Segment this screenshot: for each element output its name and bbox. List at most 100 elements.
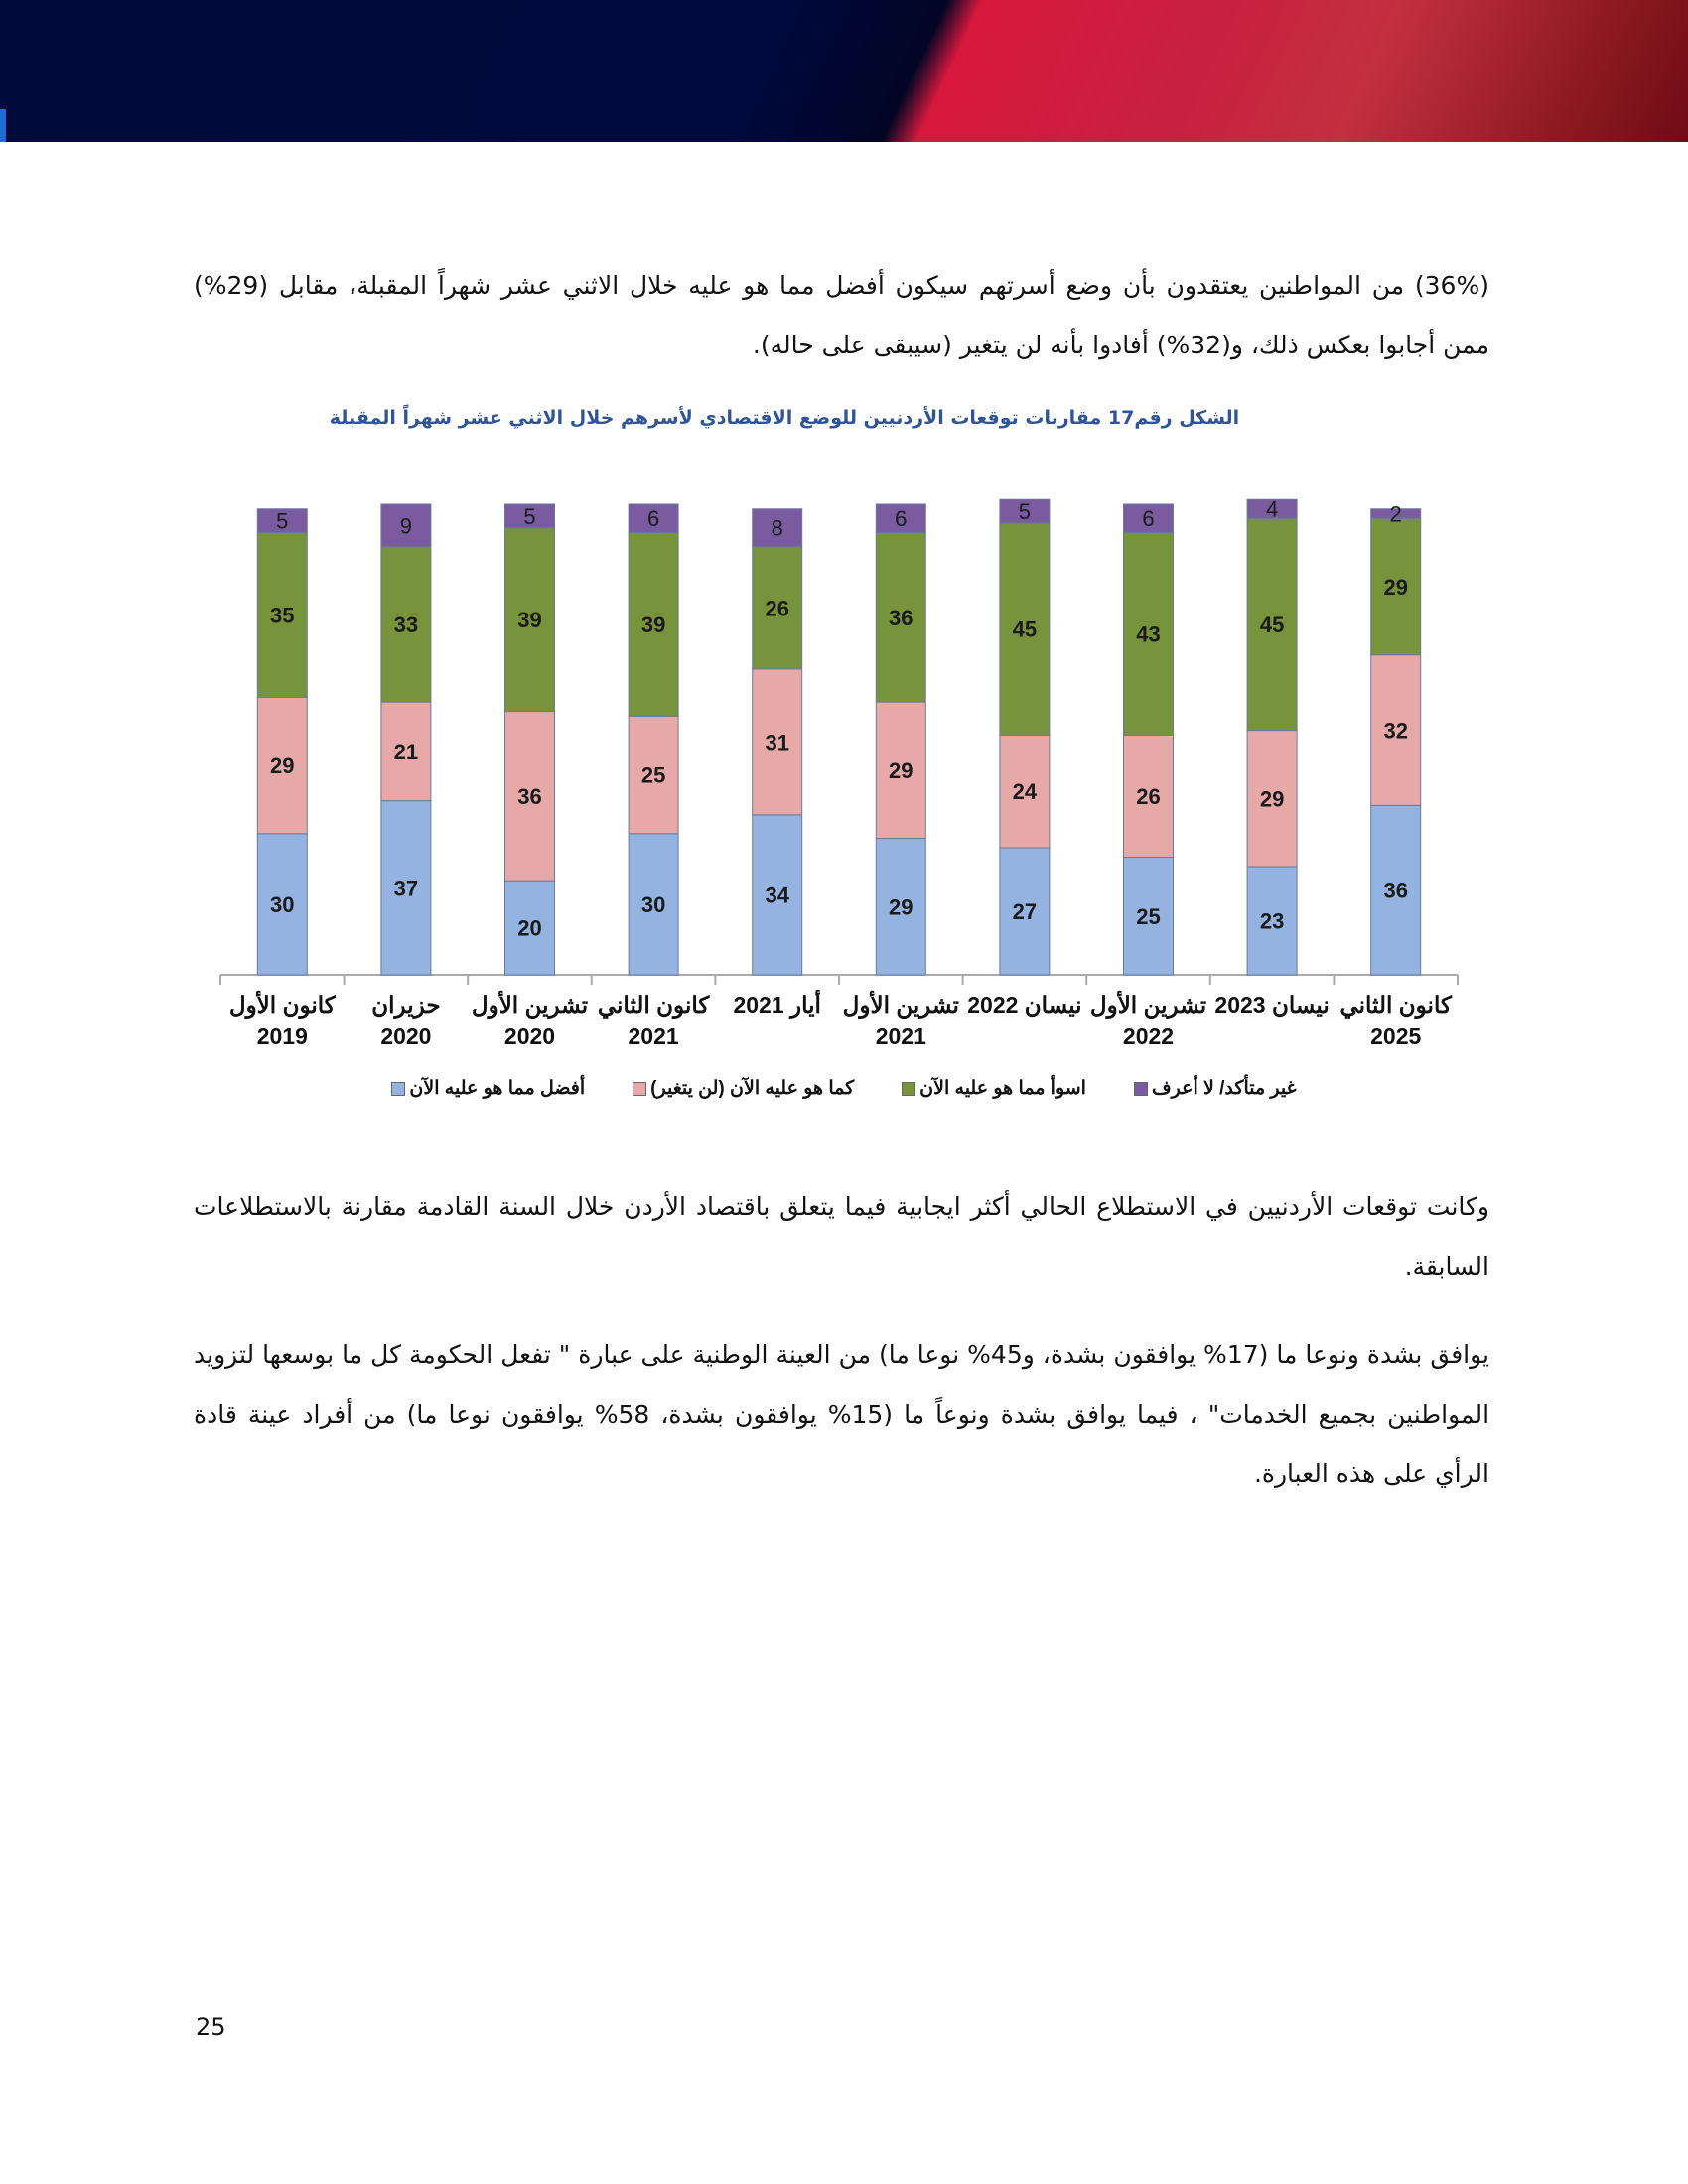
data-label: 29 — [1260, 786, 1284, 811]
banner-accent — [0, 109, 6, 142]
bar-segment — [380, 800, 432, 976]
x-tick-label: كانون الثاني — [598, 992, 710, 1020]
data-label: 29 — [889, 758, 913, 783]
bar-segment — [1370, 804, 1422, 976]
bar-segment — [752, 508, 803, 548]
bar-segment — [256, 833, 308, 976]
data-label: 6 — [1142, 506, 1154, 531]
legend-swatch — [391, 1081, 406, 1096]
bar-segment — [1246, 730, 1298, 868]
bar-segment — [999, 847, 1051, 976]
bar-segment — [628, 715, 679, 835]
data-label: 20 — [517, 916, 541, 941]
data-label: 26 — [1136, 784, 1160, 809]
x-tick-label: كانون الأول — [229, 990, 337, 1020]
data-label: 32 — [1383, 719, 1407, 744]
x-tick-label: 2020 — [380, 1024, 431, 1049]
paragraph-2: وكانت توقعات الأردنيين في الاستطلاع الحا… — [194, 1192, 1489, 1281]
data-label: 30 — [641, 892, 665, 917]
bar-segment — [875, 838, 926, 976]
data-label: 39 — [517, 608, 541, 632]
x-tick-label: تشرين الأول — [843, 990, 960, 1020]
data-label: 31 — [765, 730, 788, 754]
data-label: 9 — [400, 513, 412, 538]
bar-segment — [1370, 654, 1422, 806]
bar-segment — [256, 531, 308, 698]
bar-segment — [1123, 857, 1174, 976]
bar-segment — [752, 814, 803, 976]
legend-item: اسوأ مما هو عليه الآن — [902, 1077, 1086, 1100]
data-label: 8 — [772, 516, 783, 541]
legend-item: أفضل مما هو عليه الآن — [391, 1077, 585, 1100]
bar-segment — [999, 498, 1051, 524]
legend-item: غير متأكد/ لا أعرف — [1133, 1077, 1297, 1100]
bar-segment — [752, 668, 803, 816]
data-label: 25 — [641, 763, 665, 788]
bar-segment — [380, 503, 432, 548]
bar-segment — [1123, 531, 1174, 736]
x-tick-label: نيسان 2023 — [1214, 992, 1329, 1018]
x-tick-label: تشرين الأول — [472, 990, 589, 1020]
chart-title: الشكل رقم17 مقارنات توقعات الأردنيين للو… — [329, 407, 1240, 429]
data-label: 34 — [765, 883, 789, 907]
data-label: 45 — [1260, 613, 1284, 637]
bar-segment — [1123, 734, 1174, 859]
x-tick-label: تشرين الأول — [1090, 990, 1207, 1020]
data-label: 5 — [276, 509, 288, 534]
data-label: 21 — [394, 740, 418, 764]
bar-segment — [504, 711, 555, 882]
legend-item: كما هو عليه الآن (لن يتغير) — [633, 1077, 854, 1100]
bar-segment — [875, 503, 926, 533]
legend-swatch — [902, 1081, 916, 1096]
paragraph-3: يوافق بشدة ونوعا ما (17% يوافقون بشدة، و… — [194, 1340, 1490, 1488]
data-label: 24 — [1013, 779, 1038, 804]
bar-segment — [504, 880, 555, 976]
bar-segment — [1370, 508, 1422, 519]
legend-swatch — [633, 1081, 647, 1096]
data-label: 30 — [270, 892, 294, 917]
data-label: 29 — [889, 894, 913, 919]
bar-segment — [752, 546, 803, 670]
header-banner — [0, 0, 1688, 142]
data-label: 26 — [765, 596, 788, 620]
bar-segment — [875, 531, 926, 703]
legend-label: كما هو عليه الآن (لن يتغير) — [650, 1078, 855, 1099]
bar-segment — [1123, 503, 1174, 533]
x-tick-label: 2019 — [257, 1024, 308, 1049]
legend-label: اسوأ مما هو عليه الآن — [919, 1078, 1086, 1099]
x-tick-label: حزيران — [371, 992, 440, 1020]
bar-segment — [380, 701, 432, 802]
bar-segment — [1246, 517, 1298, 732]
data-label: 6 — [647, 506, 659, 531]
data-label: 45 — [1013, 617, 1037, 642]
page-number: 25 — [196, 2013, 226, 2041]
data-label: 29 — [270, 753, 294, 778]
x-tick-label: 2020 — [504, 1024, 555, 1049]
data-label: 36 — [1383, 879, 1407, 903]
data-label: 2 — [1390, 501, 1402, 526]
data-label: 36 — [517, 784, 541, 809]
data-label: 4 — [1266, 497, 1278, 522]
data-label: 37 — [394, 876, 418, 900]
bar-segment — [628, 503, 679, 533]
data-label: 5 — [1019, 499, 1031, 524]
data-label: 5 — [523, 504, 535, 529]
bar-segment — [999, 734, 1051, 849]
data-label: 25 — [1136, 904, 1160, 929]
data-label: 23 — [1260, 908, 1284, 933]
x-tick-label: 2022 — [1123, 1024, 1174, 1049]
bar-segment — [628, 531, 679, 717]
data-label: 33 — [394, 613, 418, 637]
data-label: 39 — [641, 613, 665, 637]
data-label: 27 — [1013, 899, 1037, 924]
bar-segment — [504, 503, 555, 529]
x-tick-label: 2025 — [1370, 1024, 1421, 1049]
x-tick-label: 2021 — [629, 1024, 679, 1049]
data-label: 43 — [1136, 621, 1160, 646]
paragraph-1: (36%) من المواطنين يعتقدون بأن وضع أسرته… — [194, 271, 1489, 359]
bar-segment — [1246, 498, 1298, 519]
bar-segment — [256, 508, 308, 533]
x-tick-label: 2021 — [876, 1024, 926, 1049]
bar-segment — [256, 696, 308, 835]
